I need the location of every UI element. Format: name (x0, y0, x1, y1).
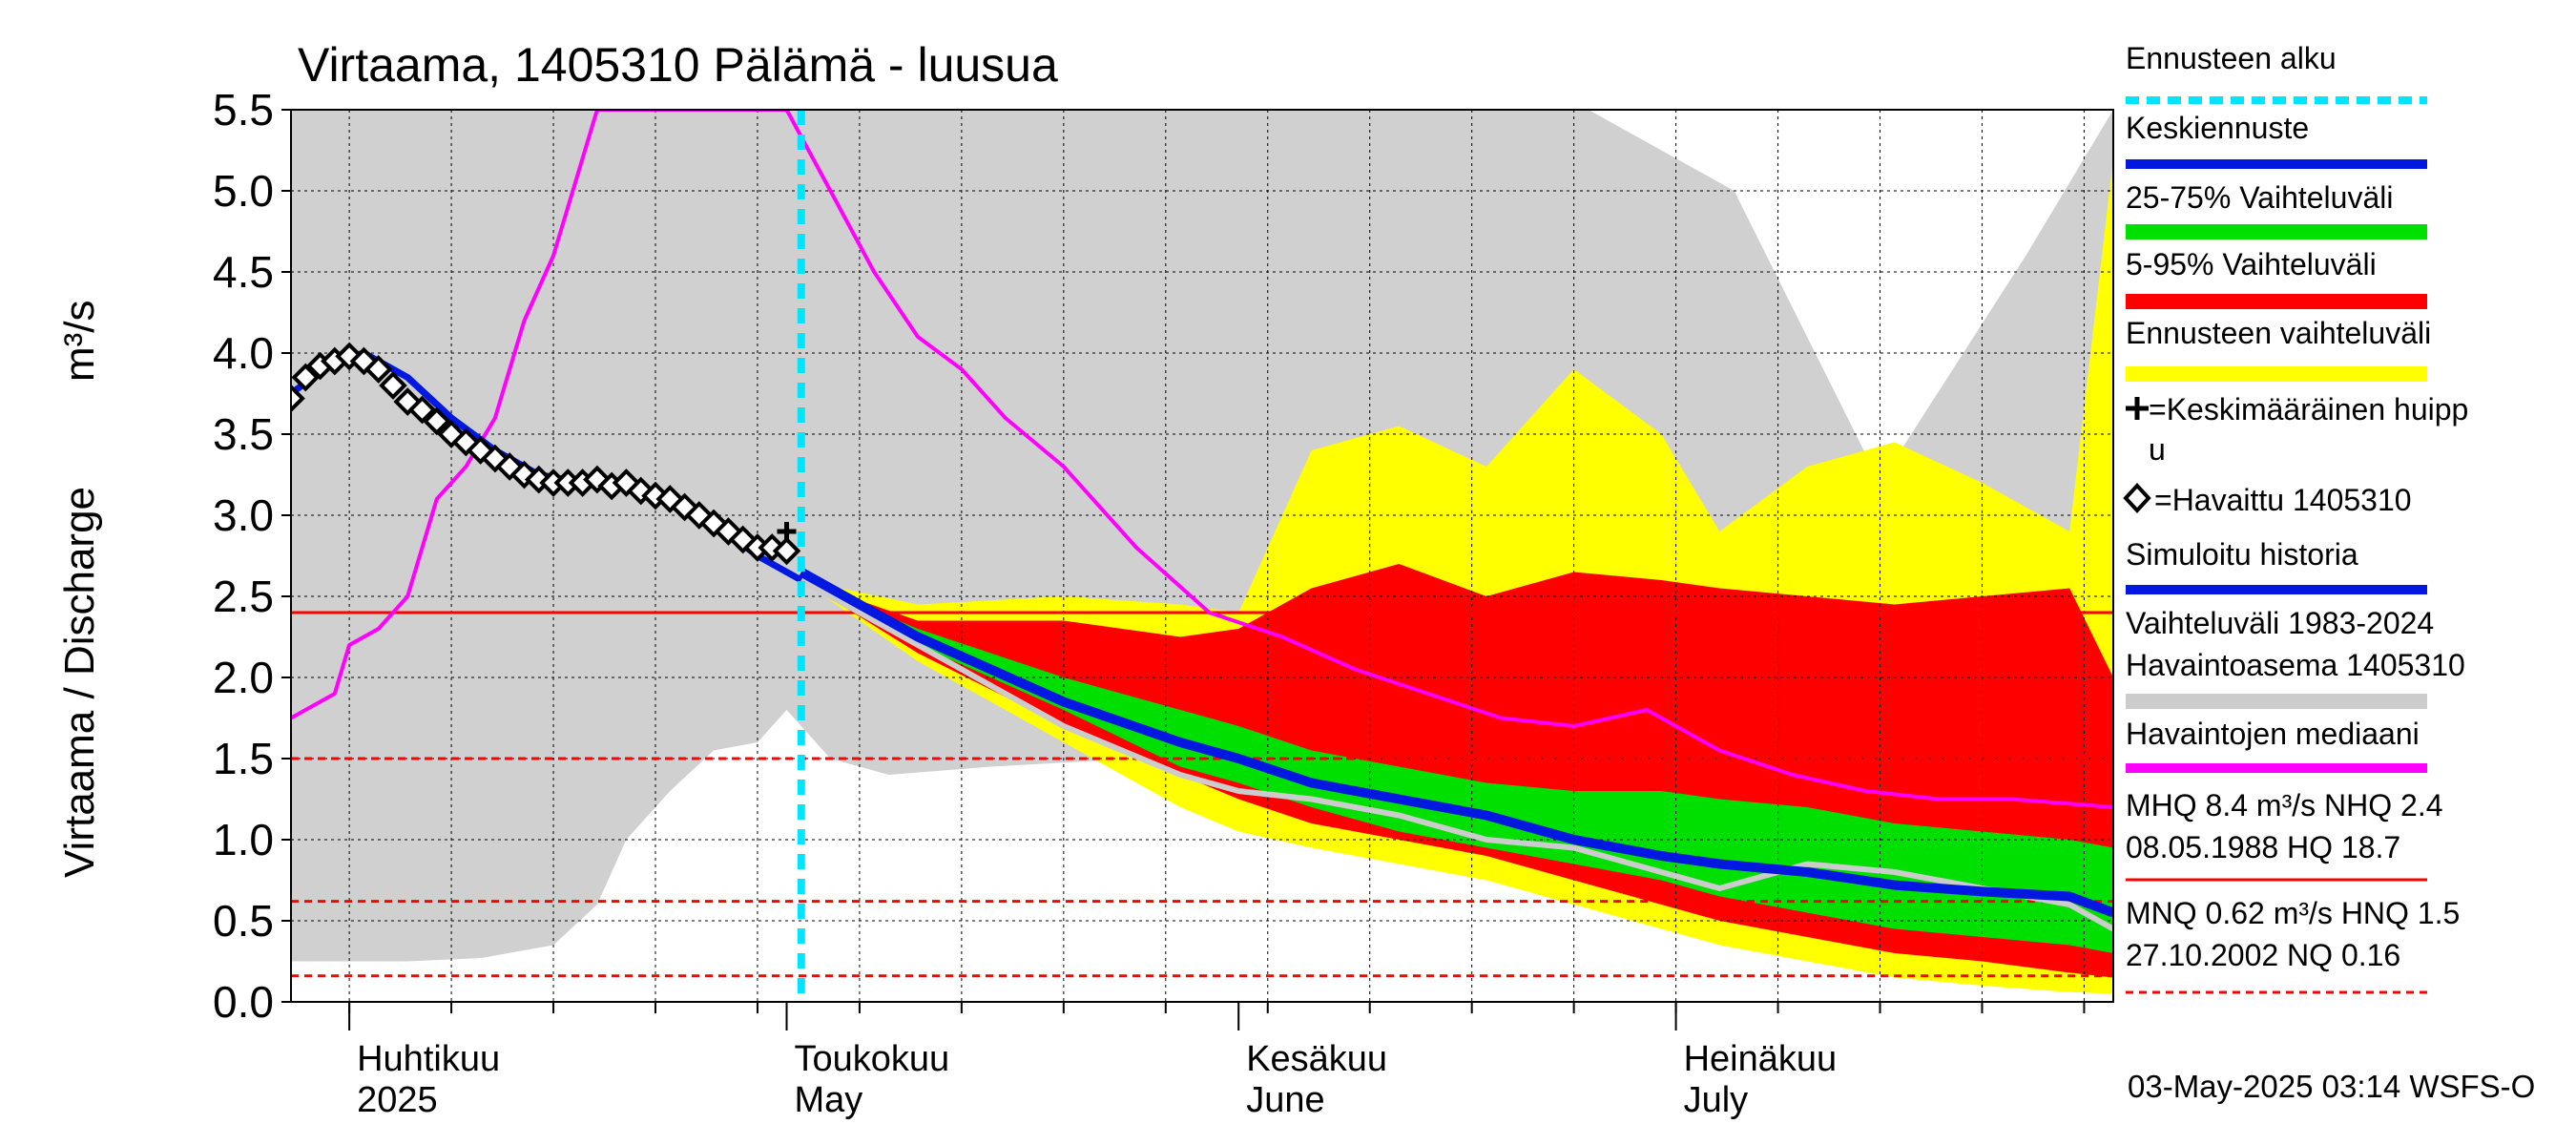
observed-point (364, 355, 393, 384)
observed-point (407, 395, 437, 425)
legend-label: Keskiennuste (2126, 111, 2309, 145)
observed-median-gray-line (800, 577, 2113, 932)
observed-point (772, 536, 801, 566)
chart-title: Virtaama, 1405310 Pälämä - luusua (298, 38, 1058, 92)
legend-label: Simuloitu historia (2126, 537, 2358, 572)
y-tick-label: 1.5 (213, 734, 274, 783)
y-tick-label: 5.0 (213, 166, 274, 216)
observed-point (291, 363, 321, 392)
average-peak-marker (777, 522, 797, 541)
x-month-label-en: June (1246, 1080, 1324, 1120)
legend-label: MHQ 8.4 m³/s NHQ 2.4 (2126, 788, 2443, 822)
y-tick-label: 3.0 (213, 490, 274, 540)
legend-label: 27.10.2002 NQ 0.16 (2126, 938, 2400, 972)
legend-symbol-plus (2126, 397, 2149, 420)
legend-label: Ennusteen vaihteluväli (2126, 316, 2431, 350)
x-month-label-en: 2025 (357, 1080, 438, 1120)
x-month-label-fi: Huhtikuu (357, 1039, 500, 1079)
legend-label: MNQ 0.62 m³/s HNQ 1.5 (2126, 896, 2460, 930)
y-axis-unit: m³/s (56, 300, 103, 382)
legend-label: Ennusteen alku (2126, 41, 2337, 75)
y-tick-label: 4.5 (213, 247, 274, 297)
y-tick-label: 2.5 (213, 572, 274, 621)
x-month-label-fi: Heinäkuu (1684, 1039, 1838, 1079)
x-month-label-en: May (795, 1080, 863, 1120)
legend-label: Havaintoasema 1405310 (2126, 648, 2465, 682)
y-tick-label: 3.5 (213, 409, 274, 459)
timestamp: 03-May-2025 03:14 WSFS-O (2128, 1069, 2535, 1104)
y-axis-label: Virtaama / Discharge (56, 487, 103, 878)
legend-label: 25-75% Vaihteluväli (2126, 180, 2393, 215)
x-month-label-fi: Toukokuu (795, 1039, 950, 1079)
x-month-label-en: July (1684, 1080, 1749, 1120)
y-tick-label: 1.0 (213, 815, 274, 864)
x-month-label-fi: Kesäkuu (1246, 1039, 1387, 1079)
range-25-75-band (800, 580, 2113, 953)
observed-point (379, 371, 407, 400)
y-tick-label: 0.5 (213, 896, 274, 946)
observed-median-line (291, 110, 2113, 809)
mean-forecast-line (799, 568, 2113, 918)
legend-label-wrap: u (2149, 432, 2166, 467)
legend-label: 5-95% Vaihteluväli (2126, 247, 2377, 281)
y-tick-label: 2.0 (213, 653, 274, 702)
legend-symbol-diamond (2123, 483, 2151, 513)
legend: Ennusteen alku Keskiennuste 25-75% Vaihtel… (2123, 41, 2468, 994)
observed-point (291, 384, 305, 413)
y-tick-label: 4.0 (213, 328, 274, 378)
plot-border (290, 109, 2114, 1003)
y-tick-label: 0.0 (213, 977, 274, 1027)
plot-area (291, 110, 2113, 994)
legend-label: =Havaittu 1405310 (2154, 483, 2412, 517)
data-overlay (291, 110, 2113, 1002)
legend-label: Havaintojen mediaani (2126, 717, 2420, 751)
y-axis-ticks: 0.0 0.5 1.0 1.5 2.0 2.5 3.0 3.5 4.0 4.5 5.0 5.5 (213, 85, 291, 1027)
legend-label: Vaihteluväli 1983-2024 (2126, 606, 2434, 640)
y-tick-label: 5.5 (213, 85, 274, 135)
legend-label: =Keskimääräinen huipp (2149, 392, 2468, 427)
legend-label: 08.05.1988 HQ 18.7 (2126, 830, 2400, 864)
observed-point (422, 406, 451, 436)
